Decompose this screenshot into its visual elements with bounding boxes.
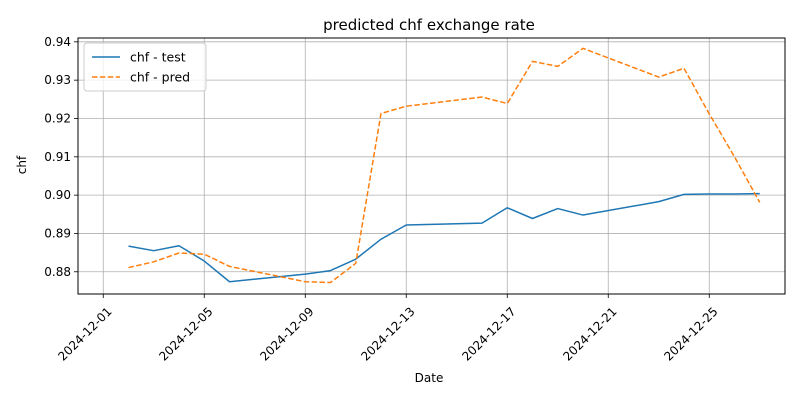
chart-title: predicted chf exchange rate	[323, 16, 535, 34]
legend: chf - test chf - pred	[83, 42, 207, 92]
series-lines	[128, 47, 761, 284]
series-line-1	[128, 47, 761, 284]
plot-frame	[77, 37, 786, 295]
y-axis: 0.88 0.89 0.90 0.91 0.92 0.93 0.94	[44, 35, 78, 279]
legend-box	[83, 42, 207, 92]
series-line-0	[128, 192, 760, 283]
y-tick-label: 0.91	[44, 150, 71, 164]
y-tick-label: 0.92	[44, 111, 71, 125]
y-tick-label: 0.90	[44, 188, 71, 202]
y-tick-label: 0.88	[44, 265, 71, 279]
x-axis-label: Date	[415, 371, 444, 385]
y-axis-label: chf	[15, 155, 29, 174]
legend-label-0: chf - test	[130, 50, 186, 65]
y-tick-label: 0.93	[44, 73, 71, 87]
legend-label-1: chf - pred	[130, 70, 190, 85]
y-tick-label: 0.94	[44, 35, 71, 49]
y-tick-label: 0.89	[44, 226, 71, 240]
